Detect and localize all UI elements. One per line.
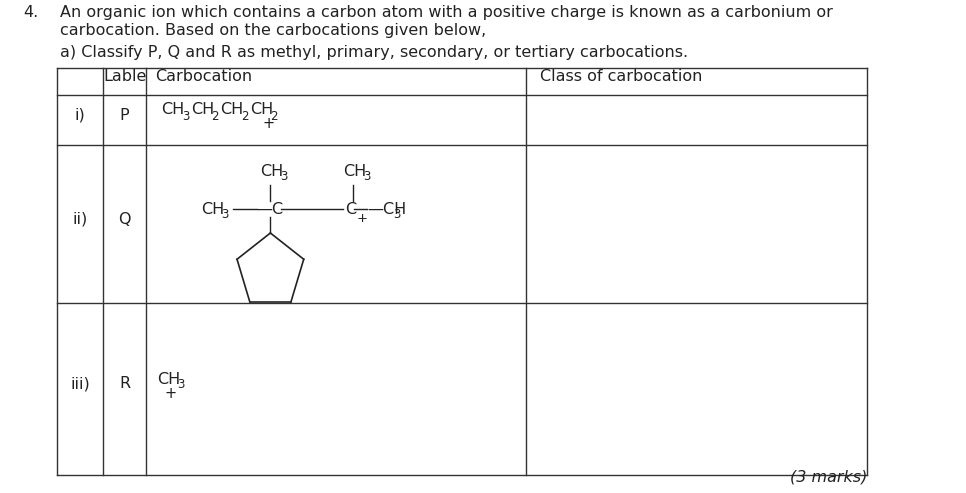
Text: +: +: [356, 211, 367, 224]
Text: iii): iii): [71, 377, 90, 391]
Text: (3 marks): (3 marks): [790, 470, 867, 485]
Text: i): i): [75, 107, 86, 122]
Text: Q: Q: [118, 211, 130, 226]
Text: CH: CH: [250, 103, 273, 117]
Text: 2: 2: [241, 109, 248, 122]
Text: Carbocation: Carbocation: [155, 69, 252, 84]
Text: carbocation. Based on the carbocations given below,: carbocation. Based on the carbocations g…: [60, 23, 486, 38]
Text: 3: 3: [177, 379, 185, 391]
Text: CH: CH: [156, 372, 180, 387]
Text: 3: 3: [363, 171, 371, 183]
Text: CH: CH: [161, 103, 185, 117]
Text: P: P: [120, 107, 129, 122]
Text: An organic ion which contains a carbon atom with a positive charge is known as a: An organic ion which contains a carbon a…: [60, 5, 833, 20]
Text: 4.: 4.: [23, 5, 39, 20]
Text: 3: 3: [280, 171, 288, 183]
Text: 3: 3: [393, 209, 401, 221]
Text: +: +: [164, 386, 177, 400]
Text: C: C: [345, 202, 356, 216]
Text: 3: 3: [182, 109, 189, 122]
Text: —CH: —CH: [367, 202, 407, 216]
Text: CH: CH: [191, 103, 214, 117]
Text: R: R: [119, 377, 130, 391]
Text: CH: CH: [343, 164, 366, 178]
Text: 2: 2: [270, 109, 278, 122]
Text: 3: 3: [221, 209, 229, 221]
Text: CH: CH: [201, 202, 224, 216]
Text: Class of carbocation: Class of carbocation: [540, 69, 702, 84]
Text: a) Classify P, Q and R as methyl, primary, secondary, or tertiary carbocations.: a) Classify P, Q and R as methyl, primar…: [60, 45, 688, 60]
Text: —C: —C: [257, 202, 284, 216]
Text: CH: CH: [260, 164, 283, 178]
Text: CH: CH: [220, 103, 243, 117]
Text: Lable: Lable: [103, 69, 146, 84]
Text: ii): ii): [72, 211, 88, 226]
Text: +: +: [263, 116, 275, 132]
Text: 2: 2: [212, 109, 219, 122]
